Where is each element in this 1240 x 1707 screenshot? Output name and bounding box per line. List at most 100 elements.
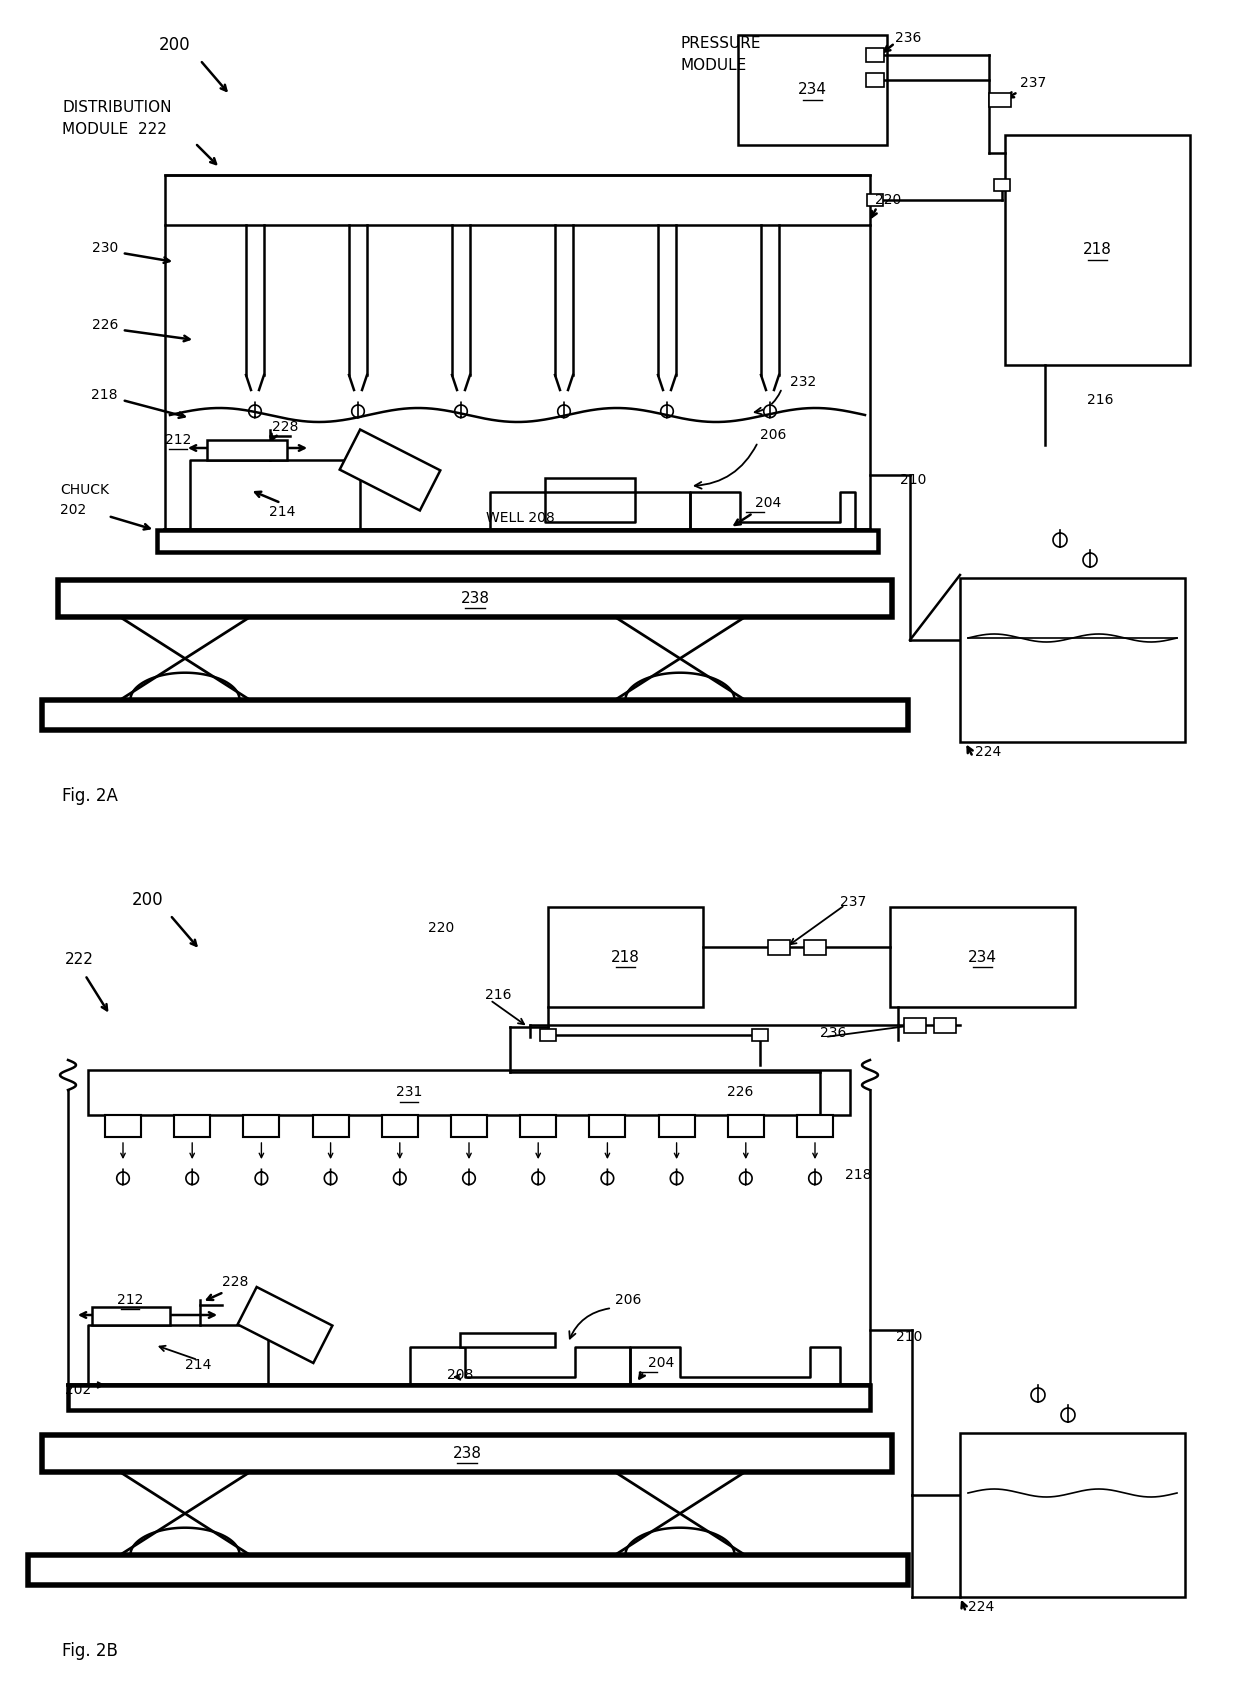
Polygon shape: [808, 1169, 821, 1185]
Bar: [42, 700, 908, 731]
Text: 204: 204: [755, 497, 781, 510]
Text: 228: 228: [272, 420, 299, 434]
Bar: [890, 906, 1075, 1007]
Polygon shape: [532, 1169, 544, 1185]
Polygon shape: [1083, 550, 1097, 567]
Text: WELL 208: WELL 208: [486, 510, 554, 526]
Text: Fig. 2B: Fig. 2B: [62, 1642, 118, 1659]
Bar: [88, 1070, 849, 1115]
Polygon shape: [340, 430, 440, 510]
Bar: [105, 1115, 141, 1137]
Text: 230: 230: [92, 241, 118, 254]
Text: MODULE  222: MODULE 222: [62, 123, 167, 138]
Text: 224: 224: [968, 1599, 994, 1615]
Text: 200: 200: [133, 891, 164, 910]
Text: 226: 226: [727, 1086, 753, 1099]
Bar: [68, 1384, 870, 1410]
Bar: [990, 92, 1011, 108]
Text: Fig. 2A: Fig. 2A: [62, 787, 118, 806]
Text: 208: 208: [446, 1367, 474, 1383]
Text: 200: 200: [159, 36, 191, 55]
Bar: [934, 1017, 956, 1033]
Bar: [768, 939, 790, 954]
Text: 228: 228: [222, 1275, 248, 1289]
Polygon shape: [1030, 1384, 1045, 1401]
Bar: [589, 1115, 625, 1137]
Polygon shape: [558, 403, 570, 418]
Text: 202: 202: [64, 1383, 92, 1396]
Text: 238: 238: [453, 1446, 481, 1461]
Bar: [165, 176, 870, 225]
Text: 236: 236: [820, 1026, 847, 1040]
Polygon shape: [117, 1169, 129, 1185]
Polygon shape: [739, 1169, 753, 1185]
Text: 218: 218: [1083, 242, 1112, 258]
Polygon shape: [455, 403, 467, 418]
Text: 210: 210: [897, 1330, 923, 1343]
Text: CHUCK: CHUCK: [60, 483, 109, 497]
Polygon shape: [249, 403, 262, 418]
Polygon shape: [238, 1287, 332, 1362]
Bar: [157, 529, 878, 551]
Text: 220: 220: [428, 922, 454, 935]
Bar: [658, 1115, 694, 1137]
Text: 216: 216: [1086, 393, 1114, 406]
Bar: [994, 179, 1011, 191]
Text: 202: 202: [60, 504, 87, 517]
Bar: [58, 580, 892, 616]
Text: 206: 206: [760, 428, 786, 442]
Bar: [546, 478, 635, 492]
Bar: [866, 48, 884, 61]
Polygon shape: [186, 1169, 198, 1185]
Text: 204: 204: [649, 1355, 675, 1371]
Bar: [382, 1115, 418, 1137]
Bar: [174, 1115, 211, 1137]
Bar: [207, 440, 286, 459]
Bar: [92, 1308, 170, 1325]
Bar: [960, 579, 1185, 743]
Bar: [312, 1115, 348, 1137]
Text: PRESSURE: PRESSURE: [680, 36, 760, 51]
Bar: [728, 1115, 764, 1137]
Polygon shape: [325, 1169, 337, 1185]
Bar: [751, 1029, 768, 1041]
Text: 231: 231: [396, 1086, 422, 1099]
Polygon shape: [661, 403, 673, 418]
Text: 226: 226: [92, 318, 118, 331]
Text: 236: 236: [895, 31, 921, 44]
Text: 234: 234: [968, 949, 997, 964]
Polygon shape: [393, 1169, 405, 1185]
Text: 218: 218: [611, 949, 640, 964]
Text: 206: 206: [615, 1292, 641, 1308]
Text: MODULE: MODULE: [680, 58, 746, 72]
Text: 210: 210: [900, 473, 926, 486]
Bar: [539, 1029, 556, 1041]
Text: 232: 232: [790, 376, 816, 389]
Polygon shape: [463, 1169, 475, 1185]
Text: 212: 212: [165, 434, 191, 447]
Bar: [960, 1432, 1185, 1598]
Bar: [42, 1436, 892, 1471]
Text: 222: 222: [64, 953, 94, 968]
Text: 220: 220: [875, 193, 901, 207]
Bar: [904, 1017, 926, 1033]
Text: 224: 224: [975, 744, 1001, 760]
Text: 237: 237: [1021, 77, 1047, 90]
Polygon shape: [601, 1169, 614, 1185]
Polygon shape: [671, 1169, 683, 1185]
Text: 214: 214: [185, 1359, 211, 1372]
Text: 218: 218: [92, 387, 118, 403]
Polygon shape: [764, 403, 776, 418]
Bar: [548, 906, 703, 1007]
Text: 237: 237: [839, 894, 867, 910]
Text: 218: 218: [844, 1168, 872, 1181]
Text: DISTRIBUTION: DISTRIBUTION: [62, 101, 171, 116]
Text: 238: 238: [460, 591, 490, 606]
Bar: [1004, 135, 1190, 365]
Bar: [243, 1115, 279, 1137]
Polygon shape: [352, 403, 365, 418]
Polygon shape: [255, 1169, 268, 1185]
Polygon shape: [1061, 1405, 1075, 1422]
Text: 214: 214: [269, 505, 295, 519]
Bar: [451, 1115, 487, 1137]
